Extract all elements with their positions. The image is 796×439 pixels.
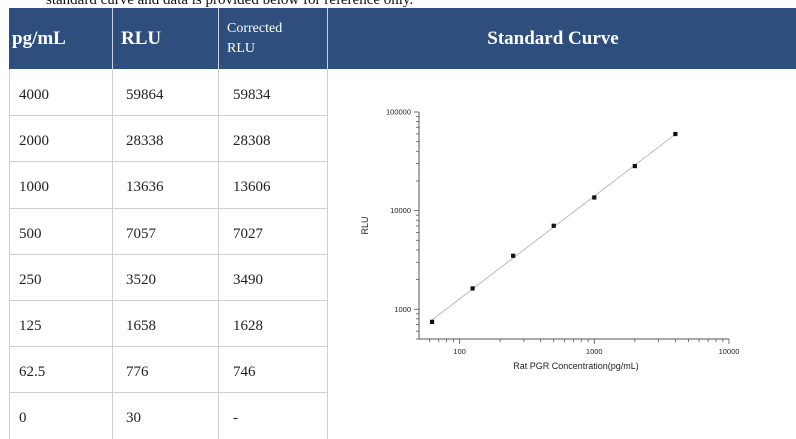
table-cell-pg: 125 xyxy=(19,318,42,335)
x-tick-label: 100 xyxy=(453,347,466,356)
table-cell-pg: 2000 xyxy=(19,133,49,150)
table-cell-corrected: 28308 xyxy=(233,133,271,150)
table-cell-corrected: 746 xyxy=(233,364,256,381)
row-divider xyxy=(9,161,327,163)
table-cell-rlu: 776 xyxy=(126,364,149,381)
header-corrected-rlu: Corrected RLU xyxy=(227,8,282,69)
table-cell-corrected: - xyxy=(233,410,238,427)
table-row: 1000 13636 13606 xyxy=(9,161,327,207)
table-row: 62.5 776 746 xyxy=(9,346,327,392)
header-separator xyxy=(218,8,219,69)
table-cell-corrected: 59834 xyxy=(233,87,271,104)
chart-axes: 100 1000 10000 1000 10000 100000 xyxy=(386,108,739,357)
table-cell-pg: 0 xyxy=(19,410,27,427)
table-cell-pg: 4000 xyxy=(19,87,49,104)
y-tick-label: 1000 xyxy=(394,305,411,314)
x-tick-label: 1000 xyxy=(586,347,603,356)
table-cell-corrected: 1628 xyxy=(233,318,263,335)
row-divider xyxy=(9,115,327,117)
table-row: 125 1658 1628 xyxy=(9,300,327,346)
table-cell-pg: 1000 xyxy=(19,179,49,196)
header-rlu: RLU xyxy=(121,27,162,49)
y-axis-label: RLU xyxy=(360,216,370,234)
table-cell-rlu: 7057 xyxy=(126,225,156,242)
standard-curve-chart: 100 1000 10000 1000 10000 100000 RLU Rat PGR … xyxy=(360,108,739,372)
table-cell-corrected: 3490 xyxy=(233,271,263,288)
table-row: 4000 59864 59834 xyxy=(9,69,327,115)
data-point xyxy=(470,286,475,291)
table-row: 250 3520 3490 xyxy=(9,254,327,300)
header-corrected-line2: RLU xyxy=(227,40,255,56)
header-corrected-line1: Corrected xyxy=(227,20,283,36)
table-cell-corrected: 7027 xyxy=(233,225,263,242)
table-header xyxy=(9,8,796,69)
data-point xyxy=(551,223,556,228)
data-point xyxy=(429,319,435,324)
table-row: 0 30 - xyxy=(9,392,327,438)
column-divider xyxy=(327,69,328,439)
data-point xyxy=(592,195,597,200)
table-cell-pg: 250 xyxy=(19,271,42,288)
table-cell-pg: 500 xyxy=(19,225,42,242)
data-points xyxy=(429,131,678,324)
table-cell-rlu: 13636 xyxy=(126,179,164,196)
table-cell-corrected: 13606 xyxy=(233,179,271,196)
header-separator xyxy=(327,8,328,69)
y-tick-label: 10000 xyxy=(390,206,411,215)
header-pg-ml: pg/mL xyxy=(12,27,66,49)
data-point xyxy=(632,163,637,169)
table-cell-rlu: 59864 xyxy=(126,87,164,104)
table-cell-rlu: 1658 xyxy=(126,318,156,335)
header-separator xyxy=(112,8,113,69)
table-row: 500 7057 7027 xyxy=(9,208,327,254)
row-divider xyxy=(9,392,327,394)
table-cell-rlu: 28338 xyxy=(126,133,164,150)
data-point xyxy=(673,131,678,137)
data-point xyxy=(511,253,516,258)
caption-text: standard curve and data is provided belo… xyxy=(46,0,414,8)
table-cell-rlu: 30 xyxy=(126,410,141,427)
y-tick-label: 100000 xyxy=(386,108,411,117)
table-cell-pg: 62.5 xyxy=(19,364,46,381)
header-standard-curve: Standard Curve xyxy=(487,27,619,49)
row-divider xyxy=(9,300,327,301)
row-divider xyxy=(9,207,327,209)
x-axis-label: Rat PGR Concentration(pg/mL) xyxy=(513,361,639,371)
x-tick-label: 10000 xyxy=(719,347,740,356)
table-cell-rlu: 3520 xyxy=(126,271,156,288)
table-row: 2000 28338 28308 xyxy=(9,115,327,161)
row-divider xyxy=(9,253,327,255)
row-divider xyxy=(9,346,327,348)
